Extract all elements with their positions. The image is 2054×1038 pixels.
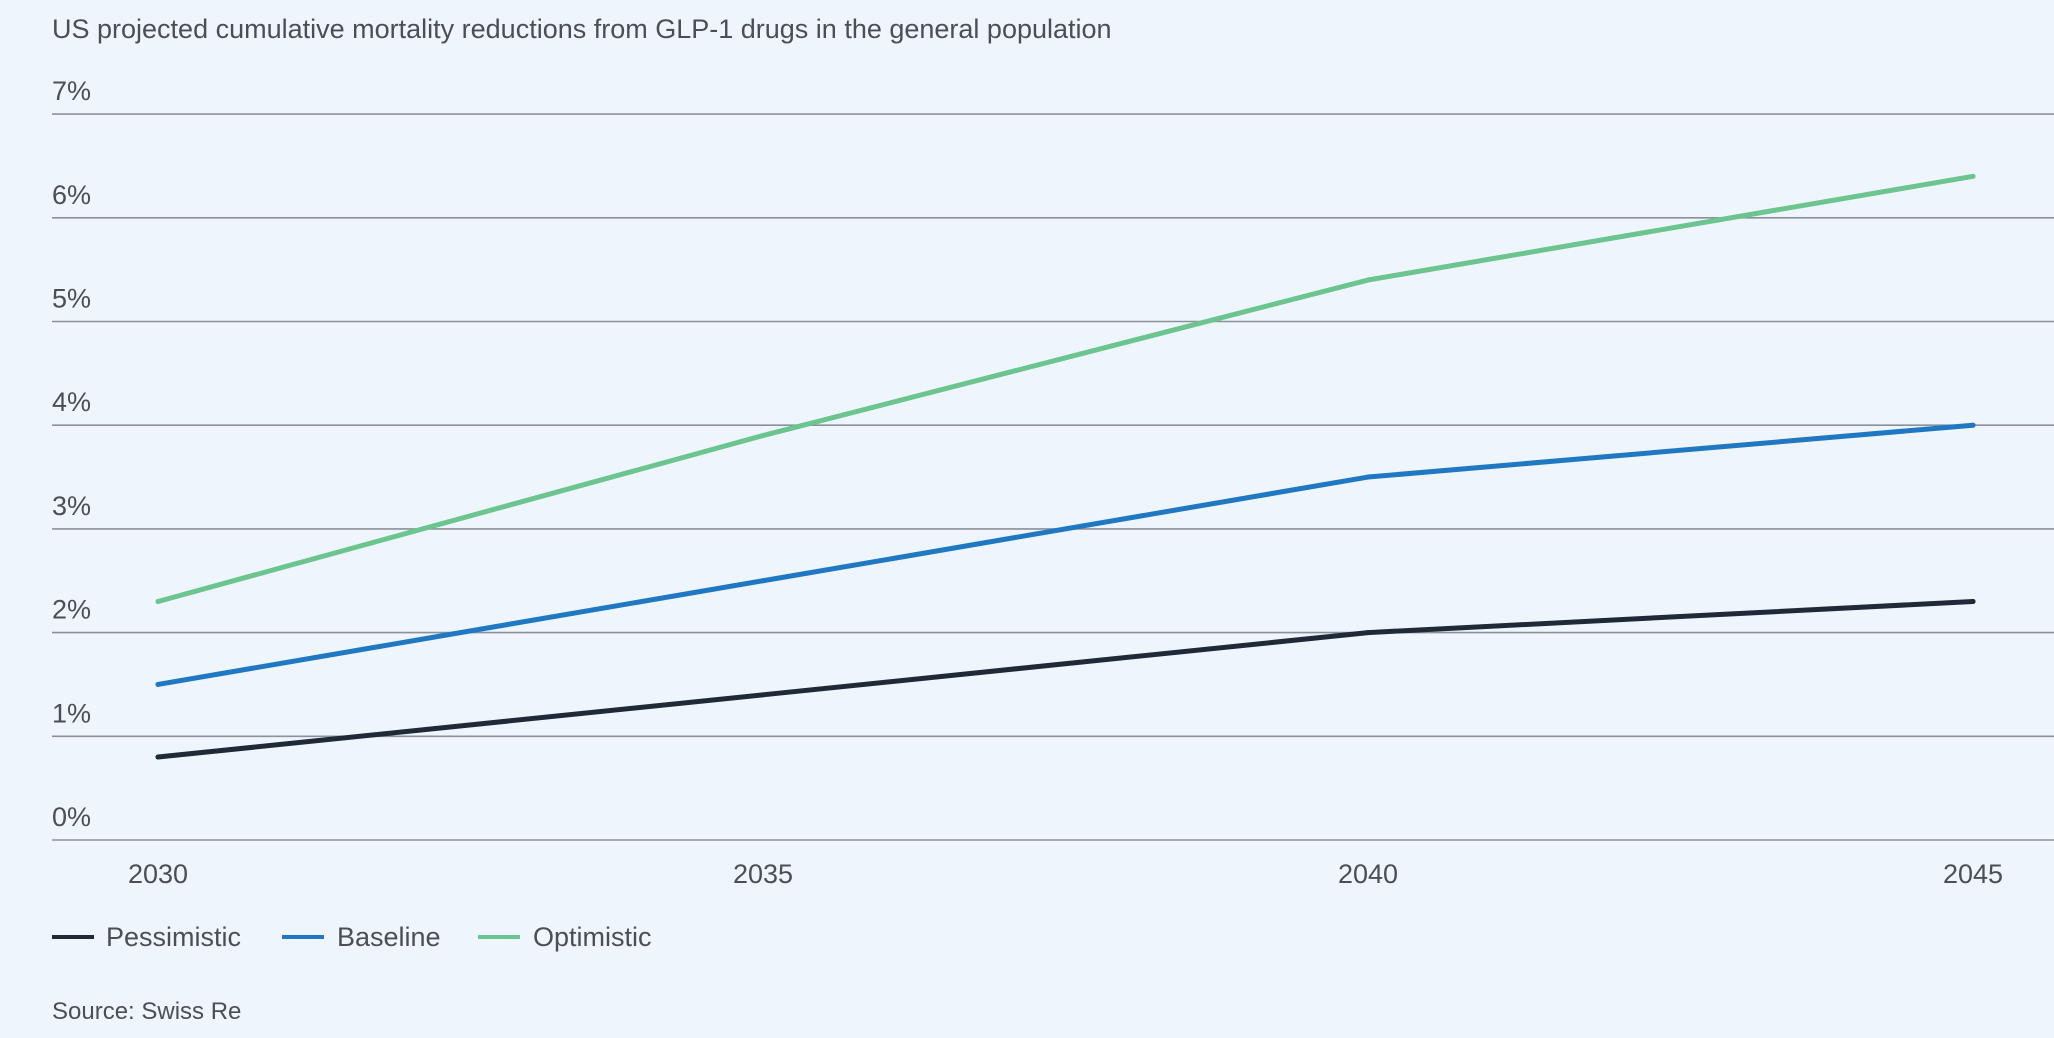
y-tick-label: 0% xyxy=(52,802,91,832)
legend: Pessimistic Baseline Optimistic xyxy=(52,922,652,952)
data-point-baseline xyxy=(155,681,161,687)
data-point-baseline xyxy=(760,578,766,584)
x-tick-label: 2045 xyxy=(1943,859,2003,889)
data-point-baseline xyxy=(1970,422,1976,428)
x-axis-tick-labels: 2030 2035 2040 2045 xyxy=(128,859,2003,889)
legend-label-pessimistic: Pessimistic xyxy=(106,922,241,952)
chart-title: US projected cumulative mortality reduct… xyxy=(52,14,1112,44)
data-point-baseline xyxy=(1365,474,1371,480)
legend-label-optimistic: Optimistic xyxy=(533,922,652,952)
x-tick-label: 2035 xyxy=(733,859,793,889)
source-note: Source: Swiss Re xyxy=(52,998,241,1025)
y-tick-label: 6% xyxy=(52,180,91,210)
y-tick-label: 4% xyxy=(52,387,91,417)
data-point-pessimistic xyxy=(760,692,766,698)
y-tick-label: 3% xyxy=(52,491,91,521)
data-point-pessimistic xyxy=(155,754,161,760)
series-lines xyxy=(155,173,1976,760)
series-line-optimistic xyxy=(155,173,1976,604)
data-point-pessimistic xyxy=(1365,630,1371,636)
legend-label-baseline: Baseline xyxy=(337,922,441,952)
y-axis-tick-labels: 0% 1% 2% 3% 4% 5% 6% 7% xyxy=(52,76,91,832)
series-line-pessimistic xyxy=(155,598,1976,760)
data-point-optimistic xyxy=(1970,173,1976,179)
gridlines xyxy=(52,113,2054,841)
data-point-pessimistic xyxy=(1970,598,1976,604)
y-tick-label: 1% xyxy=(52,698,91,728)
data-point-optimistic xyxy=(1365,277,1371,283)
y-tick-label: 5% xyxy=(52,284,91,314)
y-tick-label: 7% xyxy=(52,76,91,106)
y-tick-label: 2% xyxy=(52,595,91,625)
x-tick-label: 2040 xyxy=(1338,859,1398,889)
series-line-baseline xyxy=(155,422,1976,687)
x-tick-label: 2030 xyxy=(128,859,188,889)
data-point-optimistic xyxy=(155,598,161,604)
data-point-optimistic xyxy=(760,433,766,439)
